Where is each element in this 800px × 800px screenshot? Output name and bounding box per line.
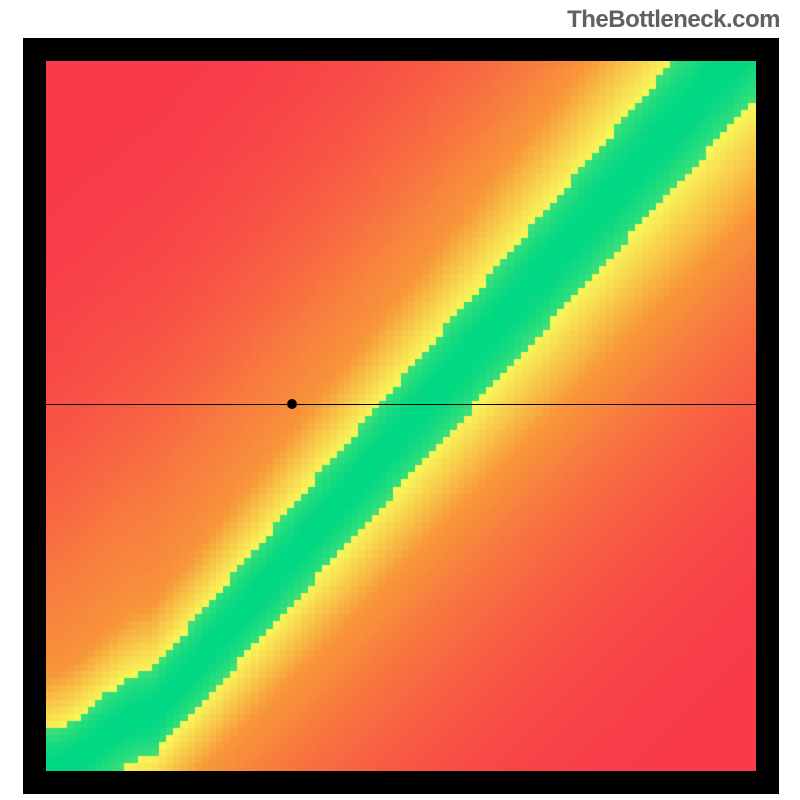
heatmap-canvas (46, 61, 756, 771)
intersection-marker-dot (287, 399, 297, 409)
watermark-text: TheBottleneck.com (567, 6, 780, 34)
crosshair-horizontal (46, 404, 756, 405)
heatmap-plot-area (46, 61, 756, 771)
chart-container: TheBottleneck.com (0, 0, 800, 800)
